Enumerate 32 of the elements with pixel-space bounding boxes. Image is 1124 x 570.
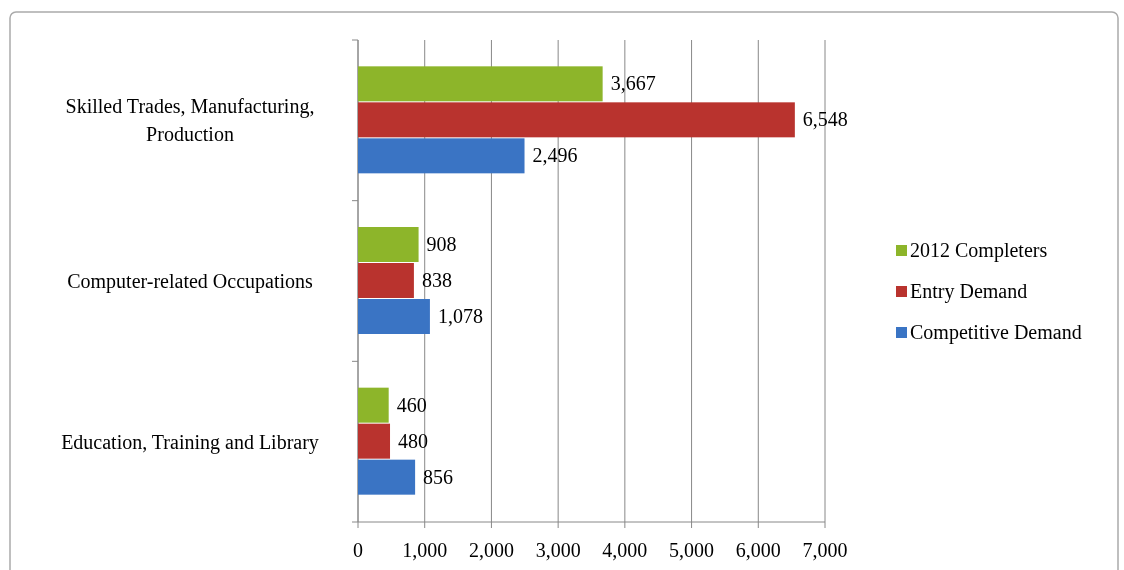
x-tick-label: 7,000 [802,539,848,561]
x-tick-label: 2,000 [468,539,514,561]
data-label: 2,496 [532,144,578,167]
data-label: 6,548 [802,108,848,131]
data-label: 1,078 [437,305,483,327]
bar [358,66,603,102]
x-tick-label: 3,000 [535,539,581,561]
x-tick-label: 5,000 [669,539,715,561]
y-tick-label: Education, Training and Library [61,430,319,454]
bar [358,387,389,423]
data-label: 3,667 [610,72,656,95]
legend-label: Competitive Demand [910,321,1082,344]
bar [358,138,525,174]
bar [358,423,391,459]
x-tick-label: 6,000 [735,539,781,561]
data-label: 480 [398,429,429,452]
legend-label: 2012 Completers [910,239,1048,262]
y-tick-label: Computer-related Occupations [67,270,314,293]
x-tick-label: 1,000 [402,539,448,561]
legend-label: Entry Demand [910,280,1028,303]
x-tick-label: 4,000 [602,539,648,561]
data-label: 908 [426,233,457,255]
data-label: 856 [423,465,454,488]
data-label: 838 [421,269,452,291]
bar [358,299,430,334]
bar [358,102,795,138]
y-tick-label: Skilled Trades, Manufacturing, Production [65,95,315,146]
bar [358,263,414,298]
data-label: 460 [396,393,427,416]
x-tick-label: 0 [353,539,363,561]
bar [358,459,416,495]
bar [358,227,419,262]
